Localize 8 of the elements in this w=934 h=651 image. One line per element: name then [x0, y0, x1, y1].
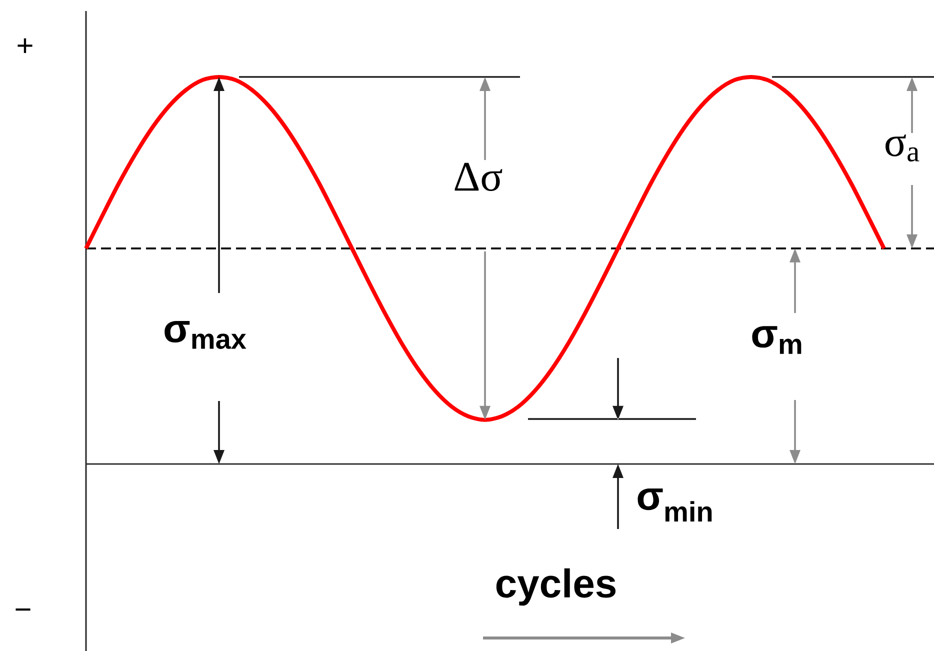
text: +: [18, 38, 32, 54]
text: σ$_{min}$: [638, 488, 712, 522]
x-axis-title: cycles: [496, 568, 616, 606]
text: −: [16, 608, 30, 611]
annotation: Δσ: [454, 162, 502, 192]
annotation: σ$_{m}$: [752, 326, 802, 354]
annotation: σ$_{max}$: [164, 321, 246, 349]
annotation: σ$_{a}$: [886, 134, 920, 162]
